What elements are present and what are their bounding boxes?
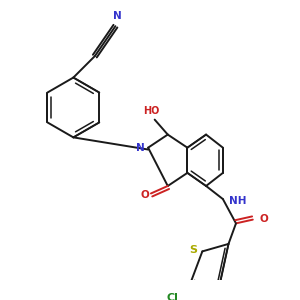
Text: O: O (141, 190, 150, 200)
Text: O: O (259, 214, 268, 224)
Text: HO: HO (143, 106, 159, 116)
Text: NH: NH (230, 196, 247, 206)
Text: S: S (189, 244, 197, 254)
Text: N: N (113, 11, 122, 21)
Text: Cl: Cl (167, 293, 178, 300)
Text: N: N (136, 143, 145, 153)
